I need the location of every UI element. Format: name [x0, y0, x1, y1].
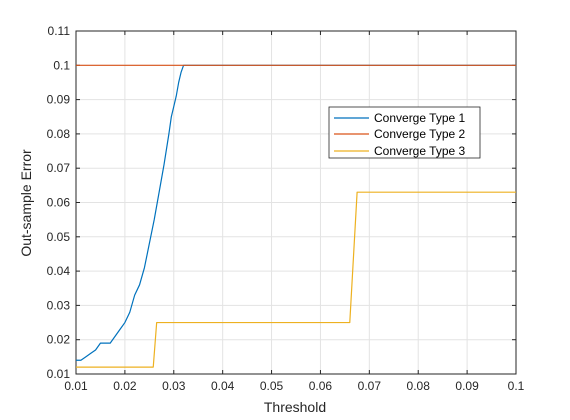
- y-tick-label: 0.05: [47, 230, 71, 244]
- y-tick-label: 0.03: [47, 298, 71, 312]
- legend: Converge Type 1 Converge Type 2 Converge…: [328, 106, 481, 159]
- y-tick-label: 0.02: [47, 333, 71, 347]
- legend-label-series-2: Converge Type 2: [374, 127, 465, 141]
- series-lines: [76, 64, 516, 368]
- x-tick-label: 0.03: [162, 379, 186, 393]
- x-tick-label: 0.01: [64, 379, 88, 393]
- y-tick-label: 0.1: [53, 58, 70, 72]
- x-axis-label: Threshold: [264, 399, 326, 415]
- x-tick-label: 0.04: [211, 379, 235, 393]
- y-tick-label: 0.07: [47, 161, 71, 175]
- y-tick-label: 0.06: [47, 196, 71, 210]
- y-tick-label: 0.08: [47, 127, 71, 141]
- x-tick-label: 0.06: [309, 379, 333, 393]
- legend-box: [328, 106, 481, 159]
- y-tick-label: 0.09: [47, 93, 71, 107]
- x-tick-label: 0.07: [358, 379, 382, 393]
- series-line-3: [76, 191, 516, 368]
- tick-marks: [75, 30, 517, 375]
- x-tick-label: 0.08: [407, 379, 431, 393]
- legend-label-series-3: Converge Type 3: [374, 144, 465, 158]
- legend-label-series-1: Converge Type 1: [374, 111, 465, 125]
- y-tick-label: 0.01: [47, 367, 71, 381]
- x-tick-label: 0.1: [508, 379, 525, 393]
- y-axis-label: Out-sample Error: [18, 149, 34, 257]
- x-tick-label: 0.02: [113, 379, 137, 393]
- x-tick-labels: 0.01 0.02 0.03 0.04 0.05 0.06 0.07 0.08 0.09 0.1: [64, 379, 524, 393]
- x-tick-label: 0.05: [260, 379, 284, 393]
- y-tick-label: 0.04: [47, 264, 71, 278]
- y-tick-label: 0.11: [48, 24, 71, 38]
- y-tick-labels: 0.01 0.02 0.03 0.04 0.05 0.06 0.07 0.08 0.09 0.1 0…: [47, 24, 71, 381]
- x-tick-label: 0.09: [455, 379, 479, 393]
